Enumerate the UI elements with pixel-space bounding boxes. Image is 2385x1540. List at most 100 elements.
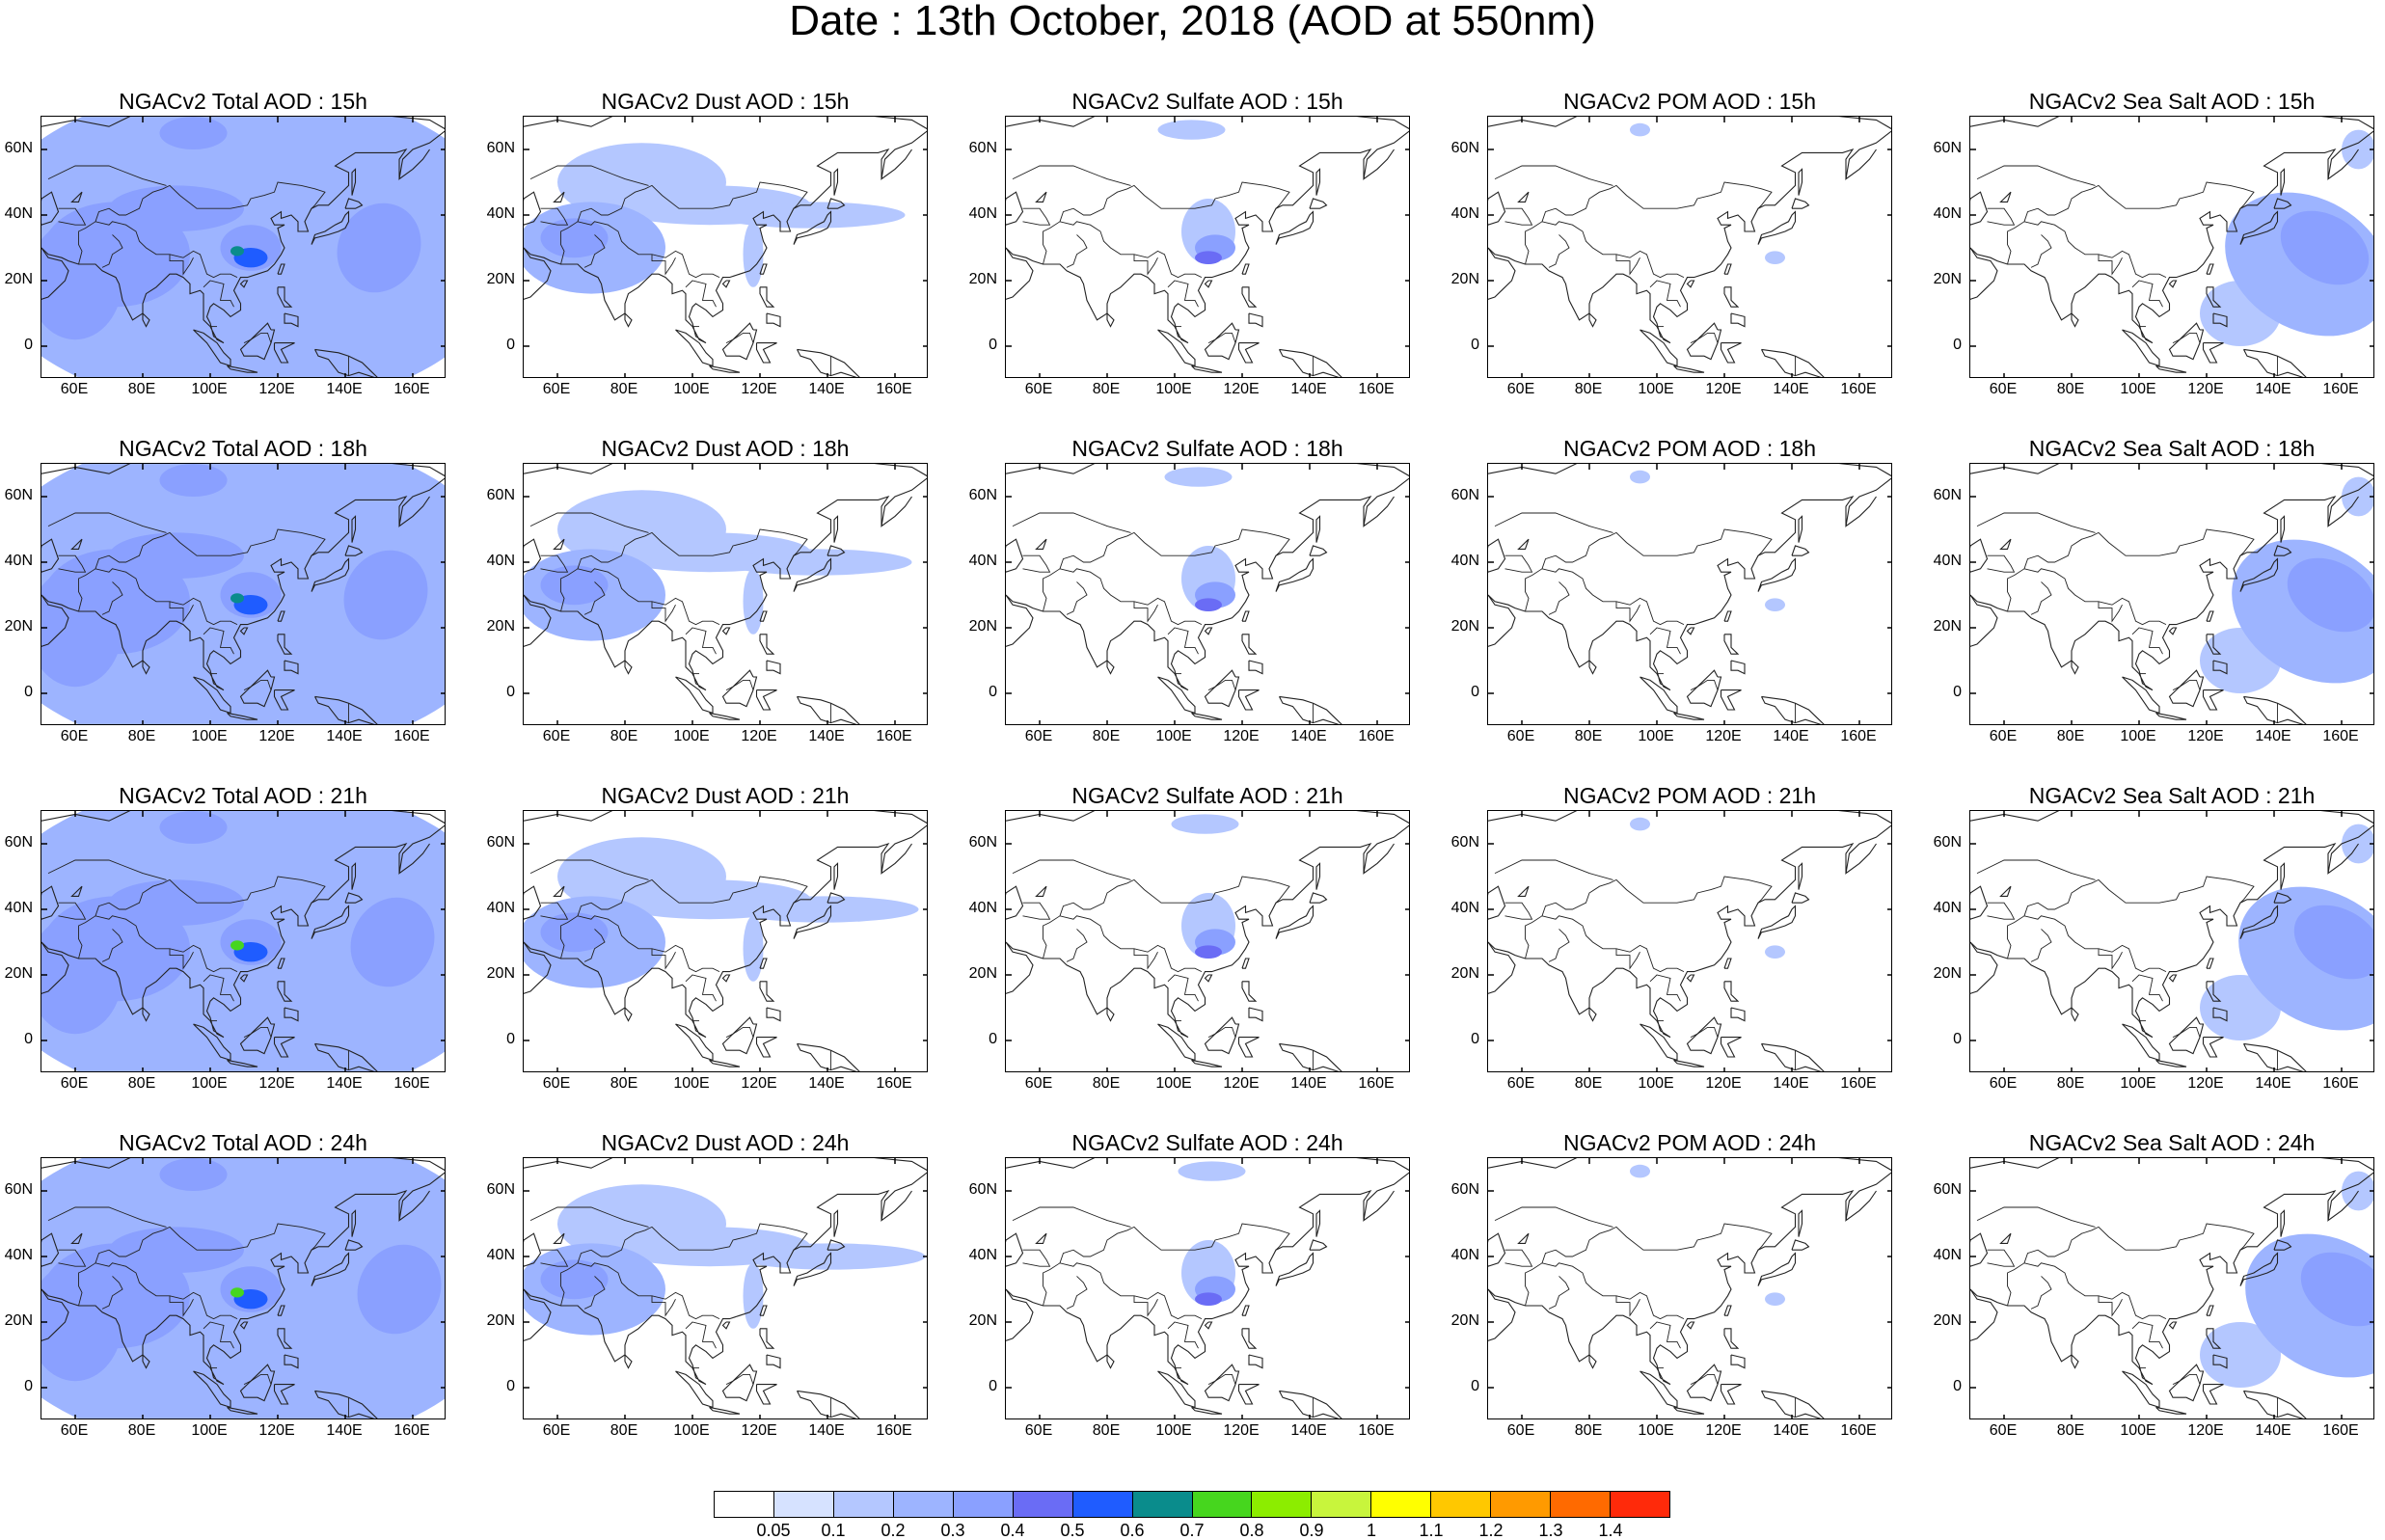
x-tick-label: 60E <box>1989 728 2018 744</box>
coastline <box>553 191 565 203</box>
coastline <box>1309 198 1328 209</box>
y-tick-label: 0 <box>1953 684 1962 700</box>
country-border <box>101 929 123 962</box>
x-tick-label: 120E <box>2187 728 2224 744</box>
y-tick-label: 60N <box>1450 487 1479 503</box>
coastline <box>1723 286 1740 308</box>
coastline <box>1686 974 1695 983</box>
colorbar-label: 0.05 <box>756 1521 791 1540</box>
coastline <box>1720 1037 1742 1058</box>
country-border <box>1525 915 1685 973</box>
x-tick-label: 100E <box>191 1075 228 1092</box>
coastline <box>41 811 445 824</box>
colorbar-label: 0.6 <box>1120 1521 1145 1540</box>
x-tick-label: 80E <box>2056 728 2085 744</box>
coastline <box>1720 689 1742 711</box>
coastline <box>1845 824 1891 875</box>
y-tick-label: 0 <box>1953 1031 1962 1047</box>
coastline <box>1791 1239 1810 1251</box>
aod-shading <box>1765 251 1785 264</box>
x-tick-label: 60E <box>1506 728 1535 744</box>
country-border <box>1066 581 1088 615</box>
map-panel-total-21h: NGACv2 Total AOD : 21h 60N 40N 20N 0 60E 80E 10… <box>5 783 446 1092</box>
coastline <box>524 941 552 994</box>
coastline <box>2280 168 2286 196</box>
x-tick-label: 80E <box>127 1075 156 1092</box>
aod-shading <box>540 218 609 258</box>
y-tick-label: 40N <box>4 553 33 569</box>
coastline <box>1757 210 1797 245</box>
coastline <box>314 348 378 377</box>
coastline <box>1275 1252 1314 1286</box>
coastline <box>1999 1232 2012 1244</box>
country-border <box>101 234 123 268</box>
country-border <box>1987 554 2016 573</box>
coastline <box>1157 1023 1196 1062</box>
coastline <box>314 695 378 724</box>
coastline <box>277 263 285 275</box>
aod-shading <box>2342 1171 2373 1211</box>
coastline <box>709 712 741 720</box>
aod-shading <box>1195 1292 1222 1306</box>
country-border <box>1043 1262 1203 1320</box>
coastline <box>1241 1305 1250 1316</box>
y-tick-label: 0 <box>24 684 33 700</box>
map-panel-dust-21h: NGACv2 Dust AOD : 21h 60N 40N 20N 0 60E 80E 100… <box>487 783 928 1092</box>
country-border <box>95 1223 326 1263</box>
coastline <box>1170 148 1372 344</box>
coastline <box>759 958 768 969</box>
coastline <box>524 538 542 573</box>
coastline <box>755 689 777 711</box>
coastline <box>273 342 295 364</box>
coastline <box>1241 981 1258 1002</box>
coastline <box>1488 1158 1891 1172</box>
x-tick-label: 140E <box>1290 381 1327 397</box>
coastline <box>1191 1059 1223 1067</box>
coastline <box>2168 1321 2178 1330</box>
coastline <box>142 1354 150 1369</box>
coastline <box>227 1059 258 1067</box>
coastline <box>2168 627 2178 635</box>
coastline <box>881 824 927 875</box>
coastline <box>1006 247 1034 300</box>
coastline <box>721 1016 758 1055</box>
coastline <box>1686 669 1722 708</box>
country-border <box>2131 627 2163 655</box>
coastline <box>1237 342 1260 364</box>
y-tick-label: 40N <box>1450 553 1479 569</box>
country-border <box>169 254 194 276</box>
aod-map <box>1488 811 1891 1071</box>
coastline <box>1488 594 1658 674</box>
coastline <box>1640 1370 1678 1409</box>
country-border <box>1022 207 1051 226</box>
x-tick-label: 140E <box>326 1075 363 1092</box>
country-border <box>58 902 87 920</box>
coastline <box>1652 1189 1855 1386</box>
y-tick-label: 0 <box>1471 1378 1479 1394</box>
y-tick-label: 40N <box>968 553 997 569</box>
y-tick-label: 20N <box>4 1312 33 1329</box>
country-border <box>1207 1026 1236 1039</box>
x-tick-label: 60E <box>1989 1075 2018 1092</box>
coastline <box>41 464 445 477</box>
aod-map <box>41 1158 445 1418</box>
coastline <box>553 538 565 550</box>
country-border <box>725 1026 754 1039</box>
country-border <box>1012 859 1131 880</box>
coastline <box>2212 1007 2228 1022</box>
coastline <box>1363 824 1409 875</box>
x-tick-label: 60E <box>542 1075 571 1092</box>
country-border <box>1541 1223 1773 1263</box>
coastline <box>833 168 839 196</box>
coastline <box>2134 842 2337 1039</box>
aod-shading <box>1630 122 1650 137</box>
coastline <box>2122 1023 2160 1062</box>
coastline <box>1517 1232 1530 1244</box>
country-border <box>101 1276 123 1310</box>
coastline <box>1720 1384 1742 1405</box>
y-tick-label: 20N <box>1933 271 1962 287</box>
coastline <box>1204 322 1240 361</box>
coastline <box>1204 1321 1213 1330</box>
aod-shading <box>159 811 228 844</box>
panel-title: NGACv2 Sulfate AOD : 15h <box>1071 89 1343 114</box>
